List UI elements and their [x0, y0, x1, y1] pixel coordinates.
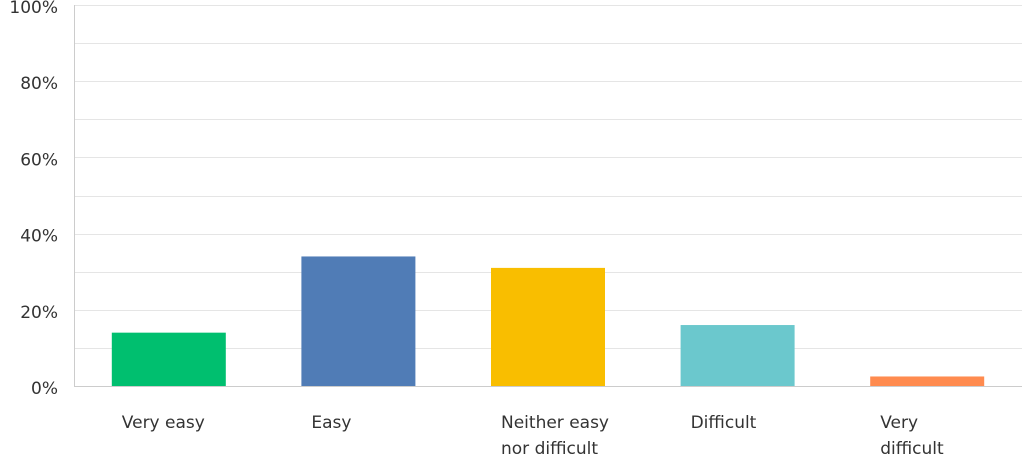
x-tick-label-line: Neither easy — [501, 413, 609, 433]
y-tick-label: 40% — [20, 227, 58, 247]
x-tick-label-line: Easy — [311, 413, 351, 433]
bar-easy — [301, 256, 416, 386]
x-tick-label-line: nor difficult — [501, 439, 598, 459]
x-tick-label-line: Very easy — [122, 413, 205, 433]
y-tick-label: 20% — [20, 303, 58, 323]
x-tick-label: Neither easy nor difficult — [501, 413, 609, 459]
x-tick-label: Very difficult — [880, 413, 944, 459]
x-tick-label-line: Very — [880, 413, 918, 433]
bar-very-easy — [111, 332, 226, 386]
y-tick-label: 0% — [31, 379, 58, 399]
y-tick-label: 80% — [20, 74, 58, 94]
x-tick-labels: Very easy Easy Neither easy nor difficult Di… — [122, 413, 944, 459]
bar-neither-easy-nor-difficult — [491, 267, 605, 386]
bars — [111, 256, 985, 386]
gridlines — [74, 5, 1022, 349]
x-tick-label: Very easy — [122, 413, 205, 433]
axes — [74, 5, 1022, 387]
x-tick-label: Easy — [311, 413, 351, 433]
x-tick-label-line: difficult — [880, 439, 944, 459]
x-tick-label: Difficult — [691, 413, 757, 433]
bar-difficult — [680, 325, 795, 386]
y-tick-label: 60% — [20, 150, 58, 170]
y-tick-label: 100% — [9, 0, 58, 18]
x-tick-label-line: Difficult — [691, 413, 757, 433]
y-tick-labels: 0% 20% 40% 60% 80% 100% — [9, 0, 58, 399]
bar-very-difficult — [870, 376, 985, 386]
